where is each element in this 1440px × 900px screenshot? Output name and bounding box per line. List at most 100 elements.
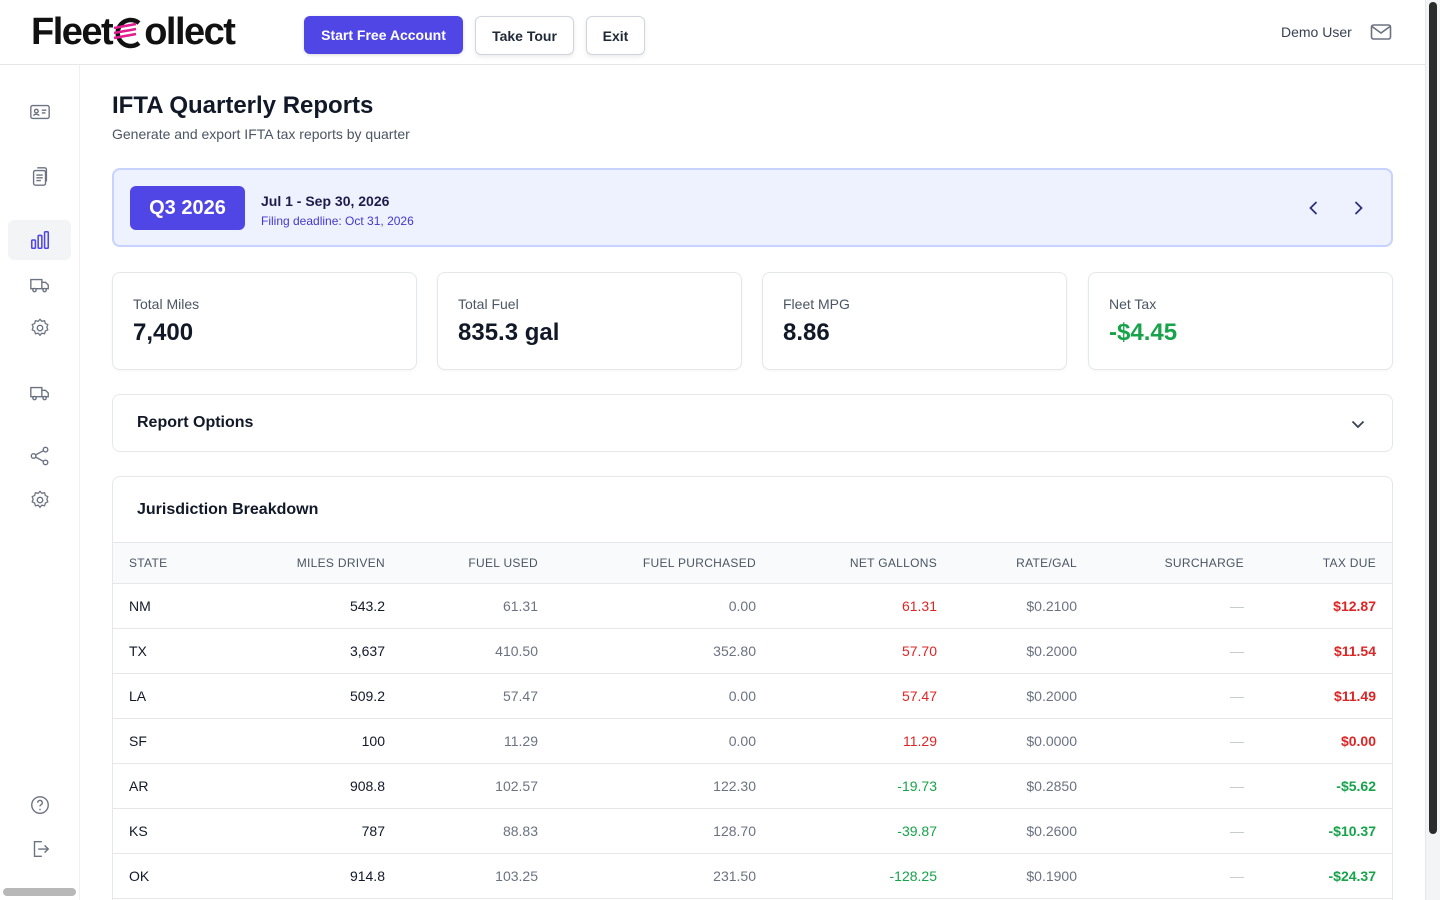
sidebar-item-reports[interactable]: [8, 220, 71, 260]
id-card-icon: [29, 104, 50, 120]
fuel-used-cell: 88.83: [502, 823, 538, 839]
jurisdiction-table: STATE MILES DRIVEN FUEL USED FUEL PURCHA…: [113, 542, 1392, 899]
logo[interactable]: Fleet ollect: [31, 10, 236, 53]
table-row[interactable]: SF 100 11.29 0.00 11.29 $0.0000 — $0.00: [113, 719, 1392, 764]
miles-driven-cell: 100: [361, 733, 385, 749]
vertical-scrollbar[interactable]: [1425, 0, 1440, 900]
next-quarter-button[interactable]: [1347, 197, 1369, 219]
column-header[interactable]: STATE: [129, 556, 168, 570]
column-header[interactable]: SURCHARGE: [1164, 556, 1244, 570]
fuel-used-cell: 102.57: [495, 778, 538, 794]
miles-driven-cell: 787: [361, 823, 385, 839]
fuel-purchased-cell: 352.80: [713, 643, 756, 659]
take-tour-button[interactable]: Take Tour: [475, 16, 574, 55]
sidebar-item-help[interactable]: [8, 785, 71, 825]
table-row[interactable]: KS 787 88.83 128.70 -39.87 $0.2600 — -$10.37: [113, 809, 1392, 854]
truck-icon: [29, 278, 49, 293]
stat-value: 8.86: [783, 319, 830, 346]
column-header[interactable]: TAX DUE: [1322, 556, 1376, 570]
exit-button[interactable]: Exit: [586, 16, 645, 55]
fuel-used-cell: 410.50: [495, 643, 538, 659]
miles-driven-cell: 509.2: [349, 688, 385, 704]
stat-card-fleet-mpg: Fleet MPG 8.86: [762, 272, 1067, 370]
bar-chart-icon: [30, 230, 49, 250]
sidebar-item-documents[interactable]: [8, 156, 71, 196]
surcharge-cell: —: [1230, 643, 1244, 659]
fuel-used-cell: 57.47: [502, 688, 538, 704]
state-cell: NM: [129, 598, 151, 614]
rate-cell: $0.2000: [1026, 688, 1077, 704]
tax-due-cell: $0.00: [1340, 733, 1376, 749]
miles-driven-cell: 908.8: [349, 778, 385, 794]
state-cell: OK: [129, 868, 150, 884]
column-header[interactable]: MILES DRIVEN: [296, 556, 385, 570]
sidebar-item-drivers[interactable]: [8, 92, 71, 132]
jurisdiction-breakdown-panel: Jurisdiction Breakdown STATE MILES DRIVE…: [112, 476, 1393, 900]
report-options-panel[interactable]: Report Options: [112, 394, 1393, 452]
table-row[interactable]: LA 509.2 57.47 0.00 57.47 $0.2000 — $11.49: [113, 674, 1392, 719]
surcharge-cell: —: [1230, 778, 1244, 794]
stat-card-net-tax: Net Tax -$4.45: [1088, 272, 1393, 370]
stat-value: 7,400: [133, 319, 194, 346]
sidebar-item-logout[interactable]: [8, 829, 71, 869]
help-icon: [30, 796, 49, 814]
net-gallons-cell: -128.25: [889, 868, 937, 884]
net-gallons-cell: 57.70: [901, 643, 937, 659]
column-header[interactable]: NET GALLONS: [849, 556, 937, 570]
fuel-purchased-cell: 128.70: [713, 823, 756, 839]
column-header[interactable]: FUEL PURCHASED: [642, 556, 756, 570]
stat-label: Total Fuel: [458, 296, 519, 312]
logout-icon: [33, 840, 49, 858]
state-cell: KS: [129, 823, 148, 839]
sidebar-item-settings[interactable]: [8, 308, 71, 348]
column-header[interactable]: FUEL USED: [468, 556, 538, 570]
tax-due-cell: -$10.37: [1328, 823, 1376, 839]
logo-text-ollect: ollect: [144, 10, 236, 53]
chevron-down-icon[interactable]: [1347, 413, 1369, 435]
fuel-purchased-cell: 231.50: [713, 868, 756, 884]
miles-driven-cell: 3,637: [349, 643, 385, 659]
net-gallons-cell: 57.47: [901, 688, 937, 704]
top-bar: Fleet ollect Start Free Account Take Tou…: [0, 0, 1425, 65]
rate-cell: $0.2100: [1026, 598, 1077, 614]
fuel-used-cell: 61.31: [502, 598, 538, 614]
scrollbar-thumb[interactable]: [1429, 2, 1437, 834]
settings-icon: [30, 318, 49, 337]
mail-icon[interactable]: [1370, 22, 1392, 42]
sidebar: [0, 65, 80, 900]
rate-cell: $0.2850: [1026, 778, 1077, 794]
horizontal-scrollbar[interactable]: [3, 888, 76, 896]
table-row[interactable]: AR 908.8 102.57 122.30 -19.73 $0.2850 — -$5.62: [113, 764, 1392, 809]
net-gallons-cell: 61.31: [901, 598, 937, 614]
tax-due-cell: $12.87: [1333, 598, 1376, 614]
start-free-account-button[interactable]: Start Free Account: [304, 16, 463, 54]
quarter-badge: Q3 2026: [130, 186, 245, 230]
chevron-right-icon: [1354, 201, 1363, 215]
quarter-selector: Q3 2026 Jul 1 - Sep 30, 2026 Filing dead…: [112, 168, 1393, 247]
sidebar-item-trucks[interactable]: [8, 265, 71, 305]
rate-cell: $0.2600: [1026, 823, 1077, 839]
stat-label: Fleet MPG: [783, 296, 850, 312]
table-row[interactable]: OK 914.8 103.25 231.50 -128.25 $0.1900 — -$24.3…: [113, 854, 1392, 899]
state-cell: LA: [129, 688, 147, 704]
report-options-title: Report Options: [137, 414, 254, 431]
sidebar-item-fleet[interactable]: [8, 373, 71, 413]
state-cell: TX: [129, 643, 147, 659]
table-row[interactable]: TX 3,637 410.50 352.80 57.70 $0.2000 — $11.54: [113, 629, 1392, 674]
stat-value: 835.3 gal: [458, 319, 560, 346]
table-row[interactable]: NM 543.2 61.31 0.00 61.31 $0.2100 — $12.87: [113, 584, 1392, 629]
rate-cell: $0.1900: [1026, 868, 1077, 884]
sidebar-item-preferences[interactable]: [8, 480, 71, 520]
sidebar-item-share[interactable]: [8, 436, 71, 476]
share-icon: [30, 446, 48, 466]
state-cell: AR: [129, 778, 149, 794]
stat-card-total-miles: Total Miles 7,400: [112, 272, 417, 370]
page-title: IFTA Quarterly Reports: [112, 92, 374, 119]
fuel-purchased-cell: 0.00: [728, 733, 756, 749]
stat-card-total-fuel: Total Fuel 835.3 gal: [437, 272, 742, 370]
column-header[interactable]: RATE/GAL: [1016, 556, 1077, 570]
net-gallons-cell: -19.73: [897, 778, 937, 794]
previous-quarter-button[interactable]: [1303, 197, 1325, 219]
fuel-purchased-cell: 0.00: [728, 598, 756, 614]
user-name[interactable]: Demo User: [1281, 24, 1352, 40]
